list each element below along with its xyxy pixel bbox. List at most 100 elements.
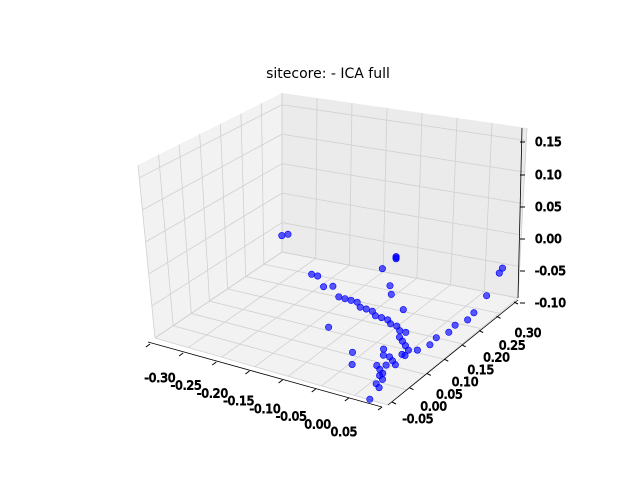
data-point: [329, 282, 337, 290]
x-tick-label: -0.15: [223, 394, 254, 408]
data-point: [445, 328, 453, 336]
data-point: [402, 328, 410, 336]
data-point: [278, 232, 286, 240]
grid-line: [281, 222, 520, 267]
z-axis-ticks: -0.10 -0.05 0.00 0.05 0.10 0.15: [520, 135, 567, 311]
back-pane: [282, 93, 527, 298]
x-tick-mark: [145, 343, 151, 348]
data-point: [386, 282, 394, 290]
data-point: [391, 361, 399, 369]
grid-line: [261, 103, 265, 265]
grid-lines: [137, 93, 528, 406]
data-point: [401, 351, 409, 359]
data-point: [308, 270, 316, 278]
data-point: [426, 341, 434, 349]
data-point: [341, 295, 349, 303]
y-tick-label: 0.20: [483, 351, 510, 365]
data-point: [379, 351, 387, 359]
data-point: [356, 303, 364, 311]
grid-line: [151, 222, 283, 307]
left-pane: [138, 93, 282, 338]
grid-line: [416, 112, 423, 279]
y-tick-label: 0.05: [436, 387, 463, 401]
y-tick-mark: [409, 387, 414, 391]
data-point: [375, 384, 383, 392]
grid-line: [382, 107, 388, 272]
z-tick-label: 0.00: [535, 232, 562, 246]
z-axis-line: [517, 127, 523, 299]
data-point: [284, 230, 292, 238]
chart-title: sitecore: - ICA full: [266, 66, 390, 82]
data-point: [314, 272, 322, 280]
data-point: [380, 345, 388, 353]
grid-line: [173, 325, 407, 391]
y-tick-mark: [426, 372, 432, 376]
grid-line: [349, 102, 353, 266]
grid-line: [263, 263, 500, 314]
data-points: [278, 230, 506, 403]
x-tick-mark: [278, 379, 283, 384]
x-tick-mark: [311, 388, 317, 393]
grid-line: [154, 337, 389, 406]
z-tick-label: 0.05: [535, 200, 562, 214]
grid-line: [145, 163, 283, 243]
y-tick-mark: [461, 344, 466, 348]
data-point: [378, 265, 386, 273]
grid-line: [188, 258, 316, 348]
grid-line: [178, 144, 192, 314]
data-point: [325, 323, 333, 331]
x-axis-line: [147, 341, 383, 408]
data-point: [348, 360, 356, 368]
data-point: [404, 346, 412, 354]
grid-line: [221, 264, 350, 358]
data-point: [366, 395, 374, 403]
data-point: [413, 346, 421, 354]
data-point: [347, 296, 355, 304]
grid-line: [315, 97, 318, 259]
x-tick-label: 0.05: [331, 425, 358, 439]
x-axis-ticks: -0.30-0.25-0.20-0.15-0.10-0.050.000.05: [144, 343, 383, 440]
data-point: [382, 361, 390, 369]
grid-line: [281, 104, 527, 141]
grid-line: [158, 154, 174, 326]
x-tick-label: -0.20: [197, 386, 228, 400]
grid-line: [281, 133, 525, 173]
y-axis-ticks: -0.050.000.050.100.150.200.250.30: [391, 301, 542, 427]
grid-line: [148, 192, 283, 275]
data-point: [495, 269, 503, 277]
data-point: [371, 312, 379, 320]
data-point: [378, 375, 386, 383]
x-tick-mark: [178, 352, 184, 357]
grid-line: [240, 113, 247, 277]
x-tick-mark: [211, 361, 217, 366]
grid-line: [281, 163, 524, 204]
data-point: [451, 321, 459, 329]
y-tick-mark: [391, 401, 397, 405]
data-point: [387, 290, 395, 298]
y-tick-label: -0.05: [402, 412, 433, 426]
data-point: [432, 334, 440, 342]
grid-line: [142, 133, 283, 211]
data-point: [392, 255, 400, 263]
data-point: [498, 264, 506, 272]
grid-line: [154, 251, 283, 339]
x-tick-label: -0.25: [171, 379, 202, 393]
grid-line: [209, 300, 444, 360]
x-tick-label: -0.30: [144, 371, 175, 385]
y-tick-label: 0.25: [499, 338, 526, 352]
y-tick-label: 0.10: [452, 375, 479, 389]
grid-line: [219, 123, 228, 289]
x-tick-mark: [245, 370, 250, 375]
data-point: [396, 327, 404, 335]
grid-line: [245, 276, 481, 329]
y-tick-mark: [444, 358, 449, 362]
data-point: [320, 283, 328, 291]
grid-line: [321, 284, 451, 387]
z-tick-label: -0.05: [535, 264, 566, 278]
data-point: [387, 320, 395, 328]
grid-line: [354, 291, 485, 396]
grid-line: [139, 104, 283, 179]
data-point: [399, 306, 407, 314]
